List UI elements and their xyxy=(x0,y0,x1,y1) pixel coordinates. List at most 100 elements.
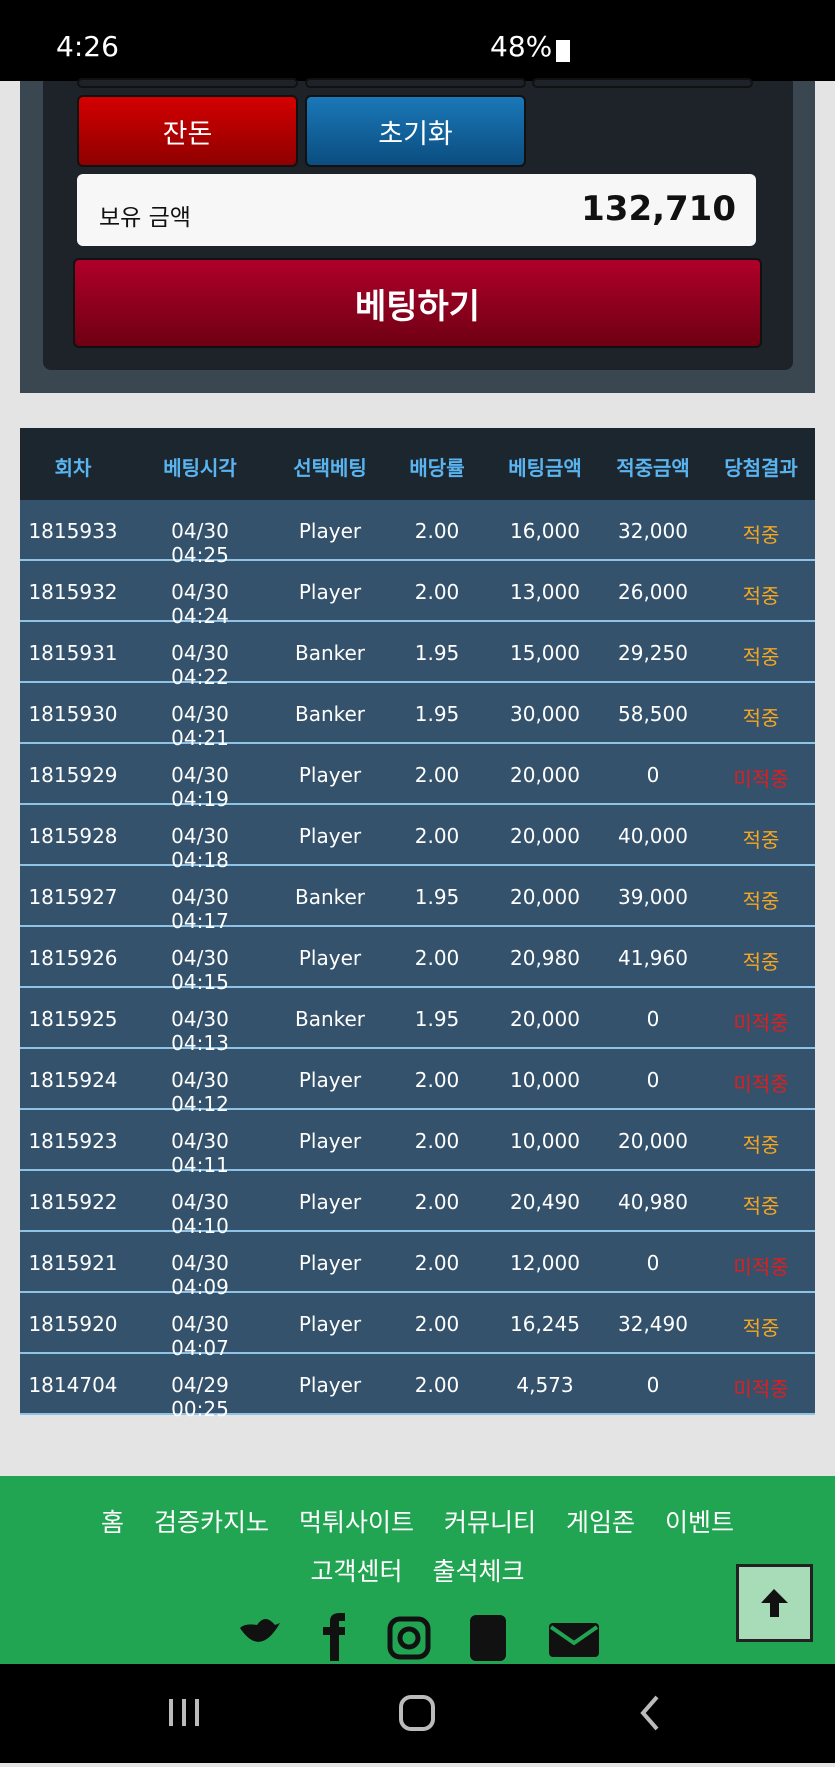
table-cell: 12,000 xyxy=(510,1251,580,1275)
mail-icon[interactable] xyxy=(549,1623,599,1657)
table-cell: 40,000 xyxy=(618,824,688,848)
table-cell: 2.00 xyxy=(414,824,460,848)
table-cell: 1815932 xyxy=(28,580,118,604)
table-cell: Player xyxy=(298,824,362,848)
table-cell: Player xyxy=(298,946,362,970)
btn-partial xyxy=(532,78,753,88)
bet-button[interactable]: 베팅하기 xyxy=(73,258,762,348)
table-cell: 04/30 04:15 xyxy=(171,946,229,994)
footer-link[interactable]: 이벤트 xyxy=(665,1508,735,1537)
table-cell: 1815931 xyxy=(28,641,118,665)
footer-link[interactable]: 커뮤니티 xyxy=(444,1508,537,1537)
table-cell: 20,980 xyxy=(510,946,580,970)
nav-bar xyxy=(0,1664,835,1763)
time: 4:26 xyxy=(56,30,119,63)
table-cell: 1815927 xyxy=(28,885,118,909)
mail-flap xyxy=(549,1625,599,1646)
table-cell: 미적중 xyxy=(733,1255,789,1279)
table-cell: 1815922 xyxy=(28,1190,118,1214)
table-cell: 1.95 xyxy=(414,641,460,665)
table-cell: 20,000 xyxy=(510,763,580,787)
header-cell: 베팅시각 xyxy=(163,456,237,480)
table-cell: 04/30 04:25 xyxy=(171,519,229,567)
footer-link[interactable]: 검증카지노 xyxy=(153,1508,269,1537)
table-cell: 40,980 xyxy=(618,1190,688,1214)
table-cell: 0 xyxy=(646,1068,660,1092)
row-divider xyxy=(20,986,815,988)
table-cell: 2.00 xyxy=(414,1312,460,1336)
table-cell: 적중 xyxy=(742,889,780,913)
balance-box: 보유 금액 132,710 xyxy=(77,174,756,246)
table-cell: 20,000 xyxy=(510,885,580,909)
table-cell: Player xyxy=(298,1312,362,1336)
table-cell: Player xyxy=(298,519,362,543)
table-cell: 미적중 xyxy=(733,1377,789,1401)
row-divider xyxy=(20,1352,815,1354)
table-cell: 0 xyxy=(646,1373,660,1397)
table-cell: 04/30 04:12 xyxy=(171,1068,229,1116)
table-cell: 1.95 xyxy=(414,885,460,909)
table-cell: 2.00 xyxy=(414,1190,460,1214)
row-divider xyxy=(20,925,815,927)
table-cell: 16,000 xyxy=(510,519,580,543)
table-cell: 1.95 xyxy=(414,702,460,726)
table-cell: 41,960 xyxy=(618,946,688,970)
change-button[interactable]: 잔돈 xyxy=(77,95,298,167)
table-cell: 0 xyxy=(646,763,660,787)
table-cell: 2.00 xyxy=(414,763,460,787)
back[interactable] xyxy=(640,1695,659,1731)
table-cell: 04/30 04:19 xyxy=(171,763,229,811)
row-divider xyxy=(20,1230,815,1232)
table-cell: 04/30 04:07 xyxy=(171,1312,229,1360)
row-divider xyxy=(20,681,815,683)
instagram-icon[interactable] xyxy=(387,1616,431,1660)
table-cell: 2.00 xyxy=(414,946,460,970)
table-cell: 적중 xyxy=(742,950,780,974)
history-table: 회차 베팅시각 선택베팅 배당률 베팅금액 적중금액 당첨결과 1815933 04/30 0… xyxy=(20,428,815,1421)
youtube-icon[interactable] xyxy=(470,1615,506,1661)
table-cell: 10,000 xyxy=(510,1068,580,1092)
row-divider xyxy=(20,742,815,744)
scroll-top-button[interactable] xyxy=(736,1564,813,1642)
table-cell: 1815920 xyxy=(28,1312,118,1336)
table-cell: 적중 xyxy=(742,1316,780,1340)
footer-link[interactable]: 게임존 xyxy=(566,1508,636,1537)
table-cell: Player xyxy=(298,1129,362,1153)
footer-link[interactable]: 고객센터 xyxy=(310,1557,403,1586)
battery-icon xyxy=(556,40,570,62)
table-cell: 15,000 xyxy=(510,641,580,665)
home[interactable] xyxy=(399,1695,435,1731)
table-cell: Player xyxy=(298,1190,362,1214)
btn-partial xyxy=(305,78,526,88)
table-cell: Player xyxy=(298,1251,362,1275)
table-cell: 04/30 04:24 xyxy=(171,580,229,628)
table-cell: 26,000 xyxy=(618,580,688,604)
footer-links: 홈 검증카지노 먹튀사이트 커뮤니티 게임존 이벤트 xyxy=(0,1503,835,1539)
footer-link[interactable]: 홈 xyxy=(100,1508,124,1537)
table-cell: 20,490 xyxy=(510,1190,580,1214)
table-cell: 04/30 04:09 xyxy=(171,1251,229,1299)
facebook-icon[interactable] xyxy=(323,1613,345,1661)
table-cell: 적중 xyxy=(742,706,780,730)
table-cell: 2.00 xyxy=(414,519,460,543)
table-cell: 1815928 xyxy=(28,824,118,848)
table-cell: Player xyxy=(298,1373,362,1397)
footer-link[interactable]: 출석체크 xyxy=(432,1557,525,1586)
recent-apps[interactable] xyxy=(169,1699,199,1726)
header-cell: 회차 xyxy=(54,456,92,480)
table-cell: 0 xyxy=(646,1251,660,1275)
footer-link[interactable]: 먹튀사이트 xyxy=(298,1508,414,1537)
table-cell: 13,000 xyxy=(510,580,580,604)
table-cell: 1815933 xyxy=(28,519,118,543)
row-divider xyxy=(20,559,815,561)
social-icons xyxy=(240,1613,599,1661)
table-cell: 1815925 xyxy=(28,1007,118,1031)
reset-button[interactable]: 초기화 xyxy=(305,95,526,167)
btn-partial xyxy=(77,78,298,88)
table-cell: 미적중 xyxy=(733,1011,789,1035)
row-divider xyxy=(20,803,815,805)
balance-value: 132,710 xyxy=(581,189,736,229)
table-cell: 04/30 04:17 xyxy=(171,885,229,933)
twitter-icon[interactable] xyxy=(240,1619,280,1642)
table-cell: 32,490 xyxy=(618,1312,688,1336)
